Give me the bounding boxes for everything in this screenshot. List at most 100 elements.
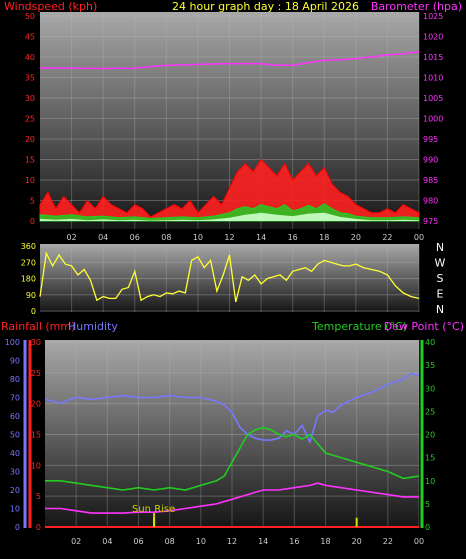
sunrise-label: Sun Rise (132, 504, 175, 515)
temperature-tick-label: 30 (425, 384, 435, 393)
direction-tick-label: 180 (21, 275, 36, 284)
rain-tick-label: 10 (31, 461, 41, 470)
temp-x-tick-label: 18 (320, 537, 330, 546)
baro-tick-label: 1000 (423, 115, 443, 124)
wind-tick-label: 10 (25, 176, 35, 185)
direction-series-line (39, 251, 420, 303)
temperature-tick-label: 0 (425, 523, 430, 532)
compass-label: E (437, 288, 444, 301)
compass-label: S (437, 272, 444, 285)
humidity-tick-label: 40 (10, 449, 20, 458)
humidity-tick-label: 90 (10, 357, 20, 366)
wind-tick-label: 0 (30, 217, 35, 226)
temperature-tick-label: 35 (425, 361, 435, 370)
baro-tick-label: 1005 (423, 94, 443, 103)
humidity-tick-label: 0 (15, 523, 20, 532)
barometer-series-line (40, 50, 420, 70)
baro-tick-label: 1010 (423, 74, 443, 83)
temp-x-tick-label: 14 (258, 537, 268, 546)
humidity-series-line (44, 372, 420, 445)
wind-tick-label: 15 (25, 156, 35, 165)
compass-label: N (436, 303, 444, 316)
direction-tick-label: 360 (21, 242, 36, 251)
humidity-tick-label: 60 (10, 412, 20, 421)
humidity-tick-label: 20 (10, 486, 20, 495)
humidity-axis-title: Humidity (68, 320, 118, 333)
temperature-axis-title: Temperature (°C) (311, 320, 407, 333)
wind-tick-label: 25 (25, 115, 35, 124)
temp-hum-plot-area (45, 340, 419, 528)
temperature-tick-label: 5 (425, 500, 430, 509)
baro-tick-label: 980 (423, 197, 438, 206)
baro-tick-label: 985 (423, 176, 438, 185)
humidity-tick-label: 100 (5, 338, 20, 347)
wind-x-tick-label: 04 (98, 233, 108, 242)
wind-x-tick-label: 02 (66, 233, 76, 242)
humidity-tick-label: 80 (10, 375, 20, 384)
direction-tick-label: 0 (31, 307, 36, 316)
wind-tick-label: 40 (25, 53, 35, 62)
wind-x-tick-label: 18 (319, 233, 329, 242)
temp-x-tick-label: 12 (227, 537, 237, 546)
rain-tick-label: 25 (31, 369, 41, 378)
direction-tick-label: 90 (26, 291, 36, 300)
wind-axis-title: Windspeed (kph) (4, 0, 97, 13)
temp-x-tick-label: 00 (414, 537, 424, 546)
temp-x-tick-label: 10 (196, 537, 206, 546)
temperature-series-line (45, 426, 420, 491)
rain-tick-label: 30 (31, 338, 41, 347)
dewpoint-axis-title: Dew Point (°C) (384, 320, 464, 333)
rain-tick-label: 5 (36, 492, 41, 501)
compass-label: N (436, 241, 444, 254)
baro-tick-label: 1015 (423, 53, 443, 62)
humidity-tick-label: 50 (10, 431, 20, 440)
humidity-tick-label: 70 (10, 394, 20, 403)
lull-series-area (40, 212, 419, 221)
compass-label: W (435, 257, 446, 270)
direction-tick-label: 270 (21, 258, 36, 267)
temperature-tick-label: 15 (425, 454, 435, 463)
wind-x-tick-label: 14 (256, 233, 266, 242)
rain-tick-label: 20 (31, 400, 41, 409)
temp-x-tick-label: 22 (383, 537, 393, 546)
temp-x-tick-label: 06 (133, 537, 143, 546)
temperature-tick-label: 20 (425, 431, 435, 440)
wind-tick-label: 45 (25, 33, 35, 42)
temp-x-tick-label: 02 (71, 537, 81, 546)
page-title: 24 hour graph day : 18 April 2026 (172, 0, 359, 13)
temp-x-tick-label: 04 (102, 537, 112, 546)
rain-tick-label: 0 (36, 523, 41, 532)
wind-x-tick-label: 22 (382, 233, 392, 242)
wind-x-tick-label: 12 (224, 233, 234, 242)
wind-tick-label: 50 (25, 12, 35, 21)
wind-tick-label: 35 (25, 74, 35, 83)
humidity-tick-label: 10 (10, 505, 20, 514)
baro-tick-label: 995 (423, 135, 438, 144)
rain-tick-label: 15 (31, 431, 41, 440)
wind-x-tick-label: 20 (351, 233, 361, 242)
wind-tick-label: 30 (25, 94, 35, 103)
baro-tick-label: 975 (423, 217, 438, 226)
dewpoint-series-line (45, 482, 419, 514)
temperature-tick-label: 10 (425, 477, 435, 486)
wind-x-tick-label: 06 (130, 233, 140, 242)
wind-tick-label: 5 (30, 197, 35, 206)
humidity-tick-label: 30 (10, 468, 20, 477)
baro-tick-label: 990 (423, 156, 438, 165)
wind-x-tick-label: 08 (161, 233, 171, 242)
baro-tick-label: 1020 (423, 33, 443, 42)
wind-x-tick-label: 10 (193, 233, 203, 242)
baro-axis-title: Barometer (hpa) (371, 0, 462, 13)
rain-axis-title: Rainfall (mm) (1, 320, 75, 333)
wind-x-tick-label: 16 (288, 233, 298, 242)
temp-x-tick-label: 08 (165, 537, 175, 546)
temperature-tick-label: 25 (425, 407, 435, 416)
baro-tick-label: 1025 (423, 12, 443, 21)
wind-tick-label: 20 (25, 135, 35, 144)
wind-x-tick-label: 00 (414, 233, 424, 242)
temp-x-tick-label: 20 (352, 537, 362, 546)
temp-x-tick-label: 16 (289, 537, 299, 546)
temperature-tick-label: 40 (425, 338, 435, 347)
